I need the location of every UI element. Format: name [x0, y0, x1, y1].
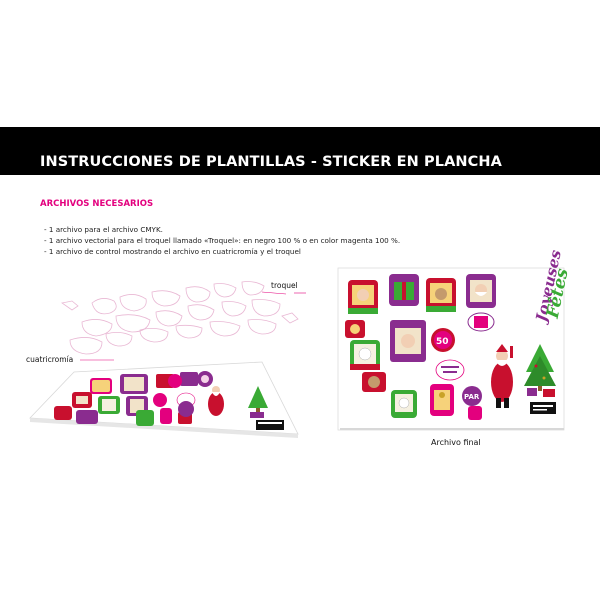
sticker-gift-purple [389, 274, 419, 306]
troquel-callout-line [261, 291, 287, 295]
header-band [0, 127, 600, 175]
par-text: PAR [464, 393, 480, 401]
sticker-frame-sheep [391, 390, 417, 418]
instruction-item: - 1 archivo de control mostrando el arch… [44, 247, 301, 256]
page-title: INSTRUCCIONES DE PLANTILLAS - STICKER EN… [40, 154, 502, 170]
sticker-frame-gold [430, 384, 454, 416]
sticker-badge-50: 50 [431, 328, 455, 352]
section-title: ARCHIVOS NECESARIOS [40, 199, 154, 209]
sticker-black-label [530, 402, 556, 414]
sticker-frame-purple-square [390, 320, 426, 362]
instruction-item: - 1 archivo para el archivo CMYK. [44, 225, 163, 234]
sticker-par-circle: PAR [462, 386, 482, 406]
instruction-item: - 1 archivo vectorial para el troquel ll… [44, 236, 401, 245]
sticker-heart-red [345, 320, 365, 338]
sticker-frame-reindeer [426, 278, 456, 312]
sticker-oval-purple [467, 312, 495, 332]
sticker-reindeer-red [362, 372, 386, 392]
cuatricromia-sheet [29, 361, 299, 438]
sticker-santa [491, 344, 513, 408]
sticker-frame-elf [348, 280, 378, 314]
badge-50-text: 50 [436, 337, 449, 347]
sticker-oval-text [435, 359, 465, 381]
troquel-outline-sheet [61, 281, 299, 355]
sticker-heart-red-small [468, 406, 482, 420]
sticker-frame-snowman-green [350, 340, 380, 370]
sticker-frame-santa-purple [466, 274, 496, 308]
sticker-christmas-tree [524, 344, 556, 397]
archivo-final-label: Archivo final [431, 438, 481, 447]
instructions-list: - 1 archivo para el archivo CMYK. - 1 ar… [44, 224, 400, 257]
cuatricromia-label: cuatricromía [26, 355, 74, 364]
archivo-final-sheet: Joyeuses Fêtes 50 [337, 248, 573, 431]
troquel-label: troquel [271, 281, 298, 290]
